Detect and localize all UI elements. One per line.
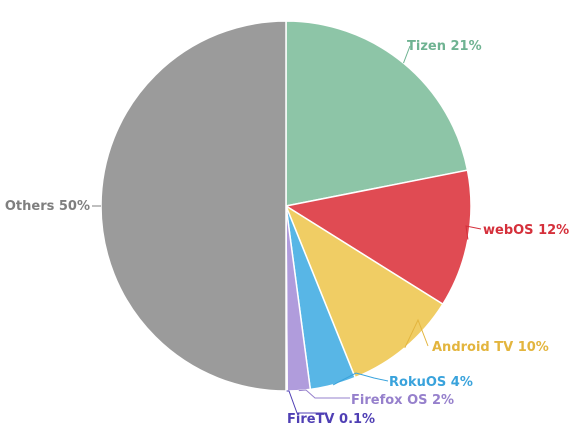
slice-label-tizen: Tizen 21%	[407, 39, 482, 54]
leader-line-firetv	[286, 390, 327, 414]
pie-slice-tizen	[285, 20, 469, 207]
leader-line-android-tv	[404, 318, 429, 349]
slice-label-rokuos: RokuOS 4%	[389, 375, 473, 390]
labels-layer: Tizen 21% webOS 12% Android TV 10% RokuOS 4…	[5, 39, 569, 427]
leader-line-tizen	[403, 45, 411, 64]
leader-line-webos	[465, 225, 482, 240]
slices-layer	[100, 20, 472, 392]
slice-label-webos: webOS 12%	[483, 223, 569, 238]
slice-label-others: Others 50%	[5, 199, 90, 214]
leader-line-rokuos	[332, 372, 389, 386]
pie-slice-others	[100, 20, 287, 392]
slice-label-firetv: FireTV 0.1%	[287, 412, 375, 427]
slice-label-firefox-os: Firefox OS 2%	[351, 393, 454, 408]
leader-line-firefox-os	[298, 389, 350, 399]
slice-label-android-tv: Android TV 10%	[432, 340, 549, 355]
leader-lines-layer	[92, 45, 482, 414]
